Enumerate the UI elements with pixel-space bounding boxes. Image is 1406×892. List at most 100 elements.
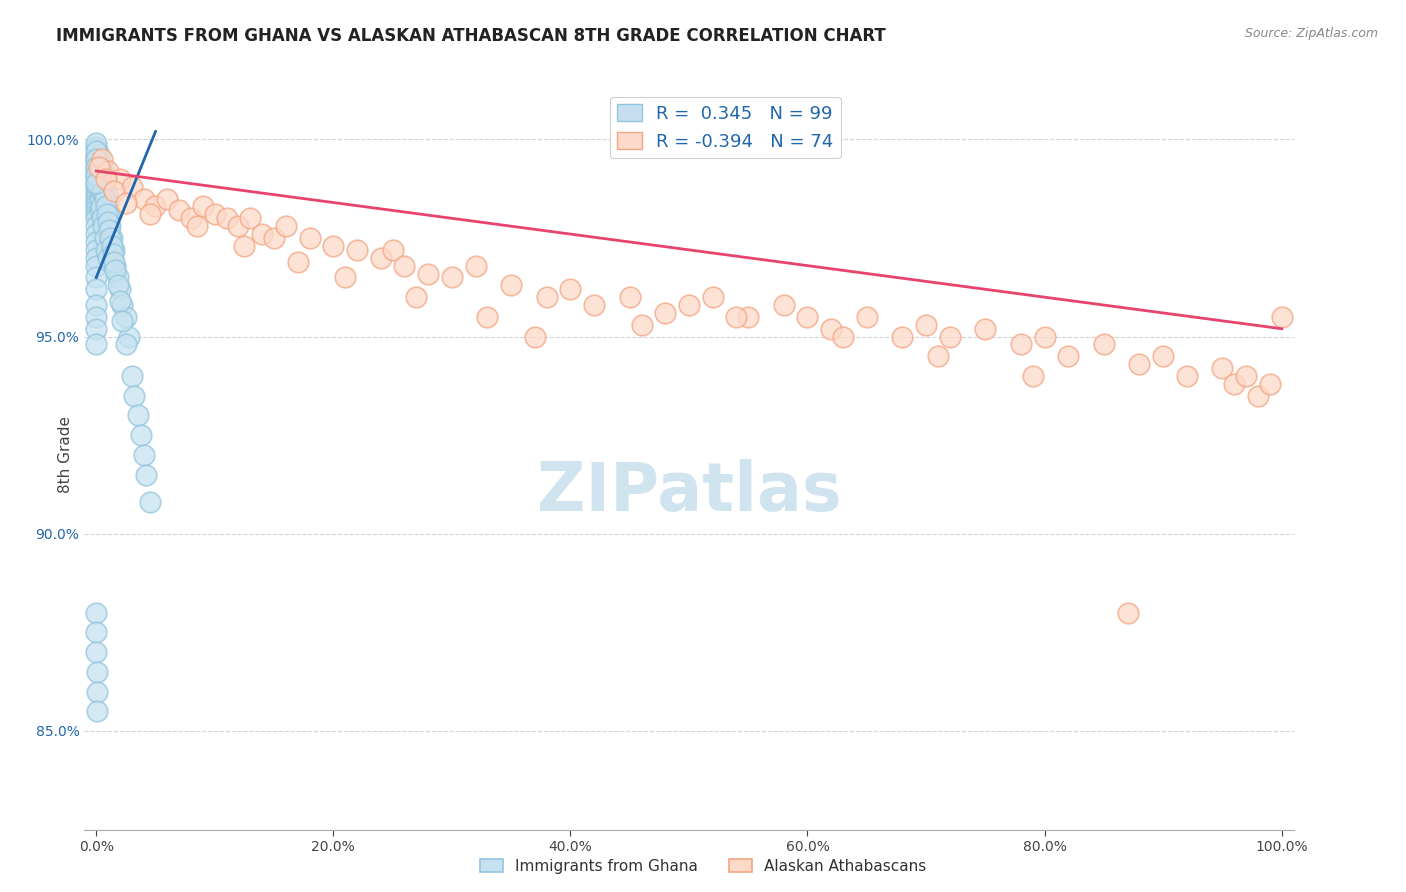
Point [101,247,124,261]
Point [536,290,558,304]
Point [1022,369,1045,384]
Point [233,239,256,253]
Point [84,310,107,324]
Point [737,310,759,324]
Point [84,164,107,178]
Point [84,203,107,218]
Legend: R =  0.345   N = 99, R = -0.394   N = 74: R = 0.345 N = 99, R = -0.394 N = 74 [610,97,841,158]
Point [239,211,262,226]
Point [405,290,427,304]
Point [104,259,127,273]
Point [84,270,107,285]
Point [145,199,167,213]
Point [84,211,107,226]
Point [103,254,125,268]
Point [250,227,273,241]
Point [394,259,416,273]
Point [84,645,107,659]
Point [97,251,120,265]
Point [115,195,138,210]
Point [107,270,129,285]
Point [84,176,107,190]
Point [104,262,127,277]
Point [103,184,125,198]
Point [191,199,214,213]
Point [263,231,285,245]
Point [89,192,111,206]
Point [702,290,724,304]
Point [832,329,855,343]
Point [121,179,143,194]
Point [108,294,131,309]
Point [115,337,138,351]
Point [84,172,107,186]
Point [84,136,107,151]
Point [1271,310,1294,324]
Point [938,329,960,343]
Point [381,243,404,257]
Point [91,168,114,182]
Point [333,270,356,285]
Point [84,160,107,174]
Point [84,227,107,241]
Point [90,168,112,182]
Point [100,219,122,234]
Point [86,156,108,170]
Point [98,223,121,237]
Point [97,215,120,229]
Point [84,176,107,190]
Point [97,164,120,178]
Point [84,322,107,336]
Text: IMMIGRANTS FROM GHANA VS ALASKAN ATHABASCAN 8TH GRADE CORRELATION CHART: IMMIGRANTS FROM GHANA VS ALASKAN ATHABAS… [56,27,886,45]
Point [891,329,914,343]
Point [523,329,546,343]
Point [84,625,107,640]
Point [86,704,108,718]
Point [91,152,114,166]
Point [84,168,107,182]
Point [91,211,114,226]
Point [118,329,141,343]
Point [820,322,842,336]
Point [84,282,107,296]
Point [915,318,938,332]
Point [927,349,949,363]
Point [91,184,114,198]
Point [84,148,107,162]
Point [274,219,297,234]
Point [1010,337,1032,351]
Point [167,203,190,218]
Point [89,160,111,174]
Point [111,314,134,328]
Point [91,219,114,234]
Point [84,259,107,273]
Point [1152,349,1174,363]
Point [84,184,107,198]
Point [440,270,463,285]
Point [107,278,129,293]
Point [86,684,108,698]
Point [132,448,155,462]
Point [84,145,107,159]
Point [96,207,118,221]
Point [678,298,700,312]
Point [1175,369,1198,384]
Point [84,179,107,194]
Point [84,152,107,166]
Point [103,243,125,257]
Point [1128,357,1150,371]
Point [1234,369,1257,384]
Point [100,231,122,245]
Point [84,168,107,182]
Point [93,176,115,190]
Point [121,369,143,384]
Point [346,243,368,257]
Point [96,187,118,202]
Point [1116,606,1139,620]
Point [97,195,120,210]
Point [93,231,115,245]
Point [100,231,122,245]
Point [1092,337,1115,351]
Point [100,239,122,253]
Point [186,219,208,234]
